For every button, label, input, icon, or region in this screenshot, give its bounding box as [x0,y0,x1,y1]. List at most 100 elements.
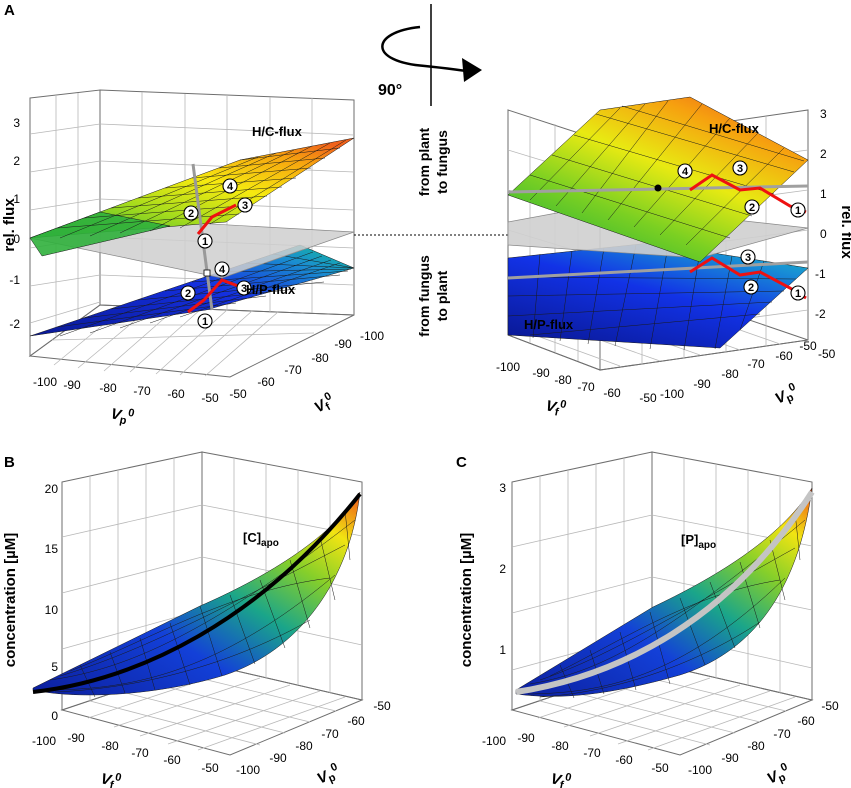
z-tick-labels: 3 2 1 0 -1 -2 [9,116,20,331]
svg-text:-60: -60 [167,387,185,401]
hc-flux-mesh [56,139,347,239]
hc-red-path [196,203,237,235]
side-label-upper-2: to fungus [434,130,450,194]
hc-flux-lower-edge [29,211,171,257]
svg-text:-100: -100 [688,763,712,777]
svg-text:-60: -60 [257,375,275,389]
z-tick-labels-r: 3 2 1 0 -1 -2 -50 [815,107,836,361]
svg-text:-50: -50 [639,391,657,405]
svg-text:-2: -2 [9,317,20,331]
svg-text:2: 2 [749,202,755,214]
svg-text:-100: -100 [496,360,520,374]
svg-text:10: 10 [45,603,59,617]
svg-text:1: 1 [202,316,208,328]
p-apo-surface [515,487,813,697]
svg-text:1: 1 [499,643,506,657]
svg-text:3: 3 [499,481,506,495]
side-label-lower-2: to plant [434,270,450,321]
svg-text:-80: -80 [554,373,572,387]
svg-text:-50: -50 [818,347,836,361]
c-apo-label: [C]apo [243,530,279,549]
marker-r-2b: 2 [743,279,759,295]
hp-point [203,269,211,277]
p-apo-label: [P]apo [681,532,716,551]
c-apo-surface [32,491,361,696]
panel-letter-a: A [4,2,15,19]
svg-text:3: 3 [242,200,248,212]
svg-text:1: 1 [795,205,801,217]
marker-hc-2: 2 [183,205,199,221]
svg-text:-50: -50 [229,387,247,401]
c-apo-curve [32,492,362,694]
rotation-arrow [381,25,468,73]
rotation-arrow-head [462,58,482,82]
hp-flux-surface-r [507,242,809,349]
marker-hc-4: 4 [222,178,238,194]
svg-text:-60: -60 [775,349,793,363]
hp-flux-label-r: H/P-flux [524,317,574,332]
svg-text:-50: -50 [201,391,219,405]
rotation-label: 90° [378,82,402,99]
svg-text:-1: -1 [9,273,20,287]
c-y-tick-labels: -100 -90 -80 -70 -60 -50 [688,699,839,777]
svg-text:1: 1 [795,288,801,300]
svg-text:-70: -70 [583,746,601,760]
svg-text:-50: -50 [821,699,839,713]
svg-text:-70: -70 [773,727,791,741]
svg-text:4: 4 [682,166,689,178]
svg-text:1: 1 [202,236,208,248]
svg-text:-70: -70 [133,384,151,398]
svg-text:-1: -1 [815,267,826,281]
svg-text:-60: -60 [797,714,815,728]
marker-hc-1: 1 [197,233,213,249]
svg-text:-60: -60 [603,386,621,400]
svg-text:2: 2 [499,562,506,576]
svg-text:-70: -70 [284,363,302,377]
c-z-tick-labels: 3 2 1 [499,481,506,657]
svg-text:-80: -80 [99,381,117,395]
svg-text:-80: -80 [311,351,329,365]
svg-text:-70: -70 [747,357,765,371]
svg-text:3: 3 [737,163,743,175]
hp-gray-line-r [507,260,809,280]
c-x-tick-labels: -100 -90 -80 -70 -60 -50 [482,731,669,775]
x-tick-labels-r: -100 -90 -80 -70 -60 -50 [496,360,657,405]
svg-text:-50: -50 [799,339,817,353]
b-y-tick-labels: -100 -90 -80 -70 -60 -50 [236,699,391,777]
side-label-lower-1: from fungus [416,255,432,337]
hp-flux-label: H/P-flux [246,282,296,297]
y-axis-title-r: Vp0 [772,381,802,410]
svg-text:-2: -2 [815,307,826,321]
marker-hp-2: 2 [180,285,196,301]
svg-text:-80: -80 [295,739,313,753]
svg-text:-90: -90 [334,337,352,351]
svg-text:0: 0 [13,232,20,246]
panel-b: B [2,451,391,788]
marker-hp-4: 4 [214,261,230,277]
svg-text:-80: -80 [551,739,569,753]
floor [28,304,355,378]
svg-text:-50: -50 [651,761,669,775]
b-z-tick-labels: 20 15 10 5 0 [45,482,59,723]
svg-text:-70: -70 [321,727,339,741]
side-label-upper-1: from plant [416,127,432,196]
c-x-axis-title: Vf0 [549,768,573,788]
svg-text:4: 4 [227,181,234,193]
svg-text:2: 2 [748,282,754,294]
svg-text:-100: -100 [482,734,506,748]
svg-text:-80: -80 [101,739,119,753]
x-axis-title: Vp0 [109,403,136,428]
marker-hp-1: 1 [197,313,213,329]
svg-text:-60: -60 [615,753,633,767]
svg-text:5: 5 [51,660,58,674]
svg-text:3: 3 [13,116,20,130]
hp-red-path [187,278,239,314]
svg-text:2: 2 [185,288,191,300]
panel-a-left: A [1,2,384,428]
svg-text:-100: -100 [33,375,57,389]
svg-text:-80: -80 [747,739,765,753]
c-z-axis-title: concentration [µM] [458,533,475,667]
svg-text:-90: -90 [693,377,711,391]
y-tick-labels-r: -100 -90 -80 -70 -60 -50 [660,339,817,401]
b-z-axis-title: concentration [µM] [2,533,19,667]
